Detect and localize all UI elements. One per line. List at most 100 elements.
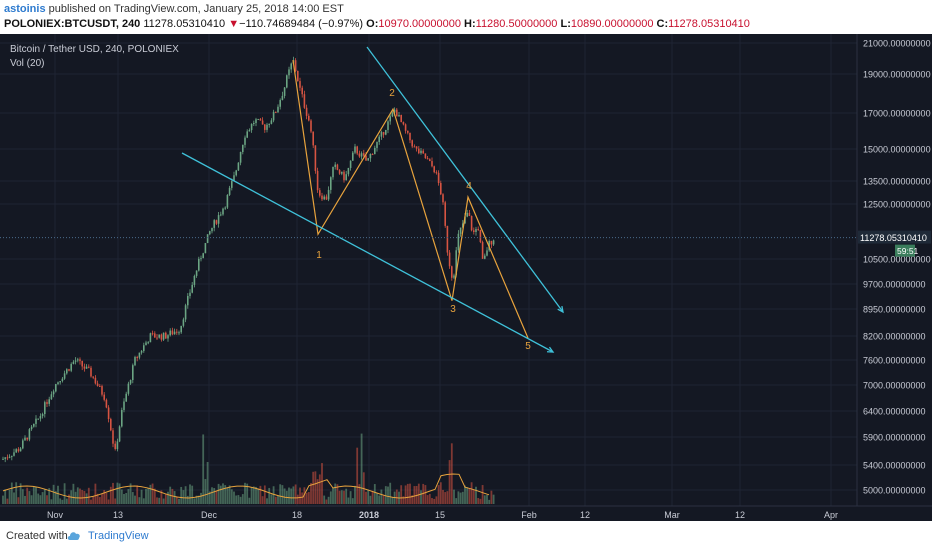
candle-body [420,150,422,154]
candle-body [261,120,264,125]
candle-body [275,111,277,113]
volume-bar [365,491,367,504]
candle-body [305,107,308,116]
volume-bar [213,488,216,504]
volume-bar [406,483,409,504]
volume-bar [175,496,178,504]
candle-body [376,142,378,148]
candle-body [297,71,299,82]
volume-bar [217,483,220,504]
close-label: C: [656,18,669,30]
tradingview-cloud-icon [67,532,80,540]
time-tick-label: Nov [47,510,64,520]
candle-body [250,123,253,131]
volume-bar [292,486,295,504]
low-label: L: [560,18,571,30]
author-link[interactable]: astoinis [4,3,46,15]
volume-bar [90,499,92,504]
candle-body [70,363,72,371]
candle-body [68,369,70,371]
candle-body [360,153,363,157]
volume-bar [246,483,249,504]
time-tick-label: 12 [580,510,590,520]
volume-bar [85,493,88,504]
candle-body [264,124,266,130]
candle-body [158,334,160,338]
candle-body [228,187,231,195]
volume-bar [107,499,110,504]
candle-body [288,69,290,76]
candle-body [46,402,48,404]
candle-body [169,330,171,336]
candle-body [338,169,341,174]
volume-bar [4,489,7,504]
volume-bar [404,485,407,504]
price-tick-label: 9700.00000000 [863,280,926,290]
volume-bar [318,474,321,504]
candle-body [52,391,55,395]
volume-bar [435,496,438,504]
candle-body [63,373,66,379]
volume-bar [384,486,387,504]
candle-body [259,118,262,121]
volume-bar [248,497,251,504]
price-tick-label: 8200.00000000 [863,332,926,342]
volume-bar [369,495,372,504]
volume-bar [411,495,414,504]
volume-bar [433,498,436,504]
candle-body [233,175,235,182]
candle-body [314,145,317,171]
volume-bar [50,499,53,504]
down-arrow-icon: ▼ [228,18,240,30]
lower-trendline [181,152,554,353]
candle-body [404,124,407,131]
volume-bar [464,485,466,504]
volume-bar [112,482,114,504]
volume-bar [79,488,81,504]
price-change: −110.74689484 (−0.97%) [239,18,364,30]
volume-bar [235,495,238,504]
volume-bar [457,491,460,504]
volume-bar [68,494,70,504]
volume-bar [151,483,154,504]
volume-bar [270,494,273,504]
volume-bar [98,497,101,504]
candle-body [435,172,438,174]
candle-body [94,377,97,384]
candle-body [477,228,479,231]
volume-bar [147,487,150,504]
candle-body [167,335,169,339]
candle-body [462,223,464,228]
candle-body [457,233,460,251]
candle-body [136,357,138,359]
volume-bar [26,487,29,504]
volume-bar [340,490,343,504]
candle-body [479,230,482,243]
volume-bar [61,499,64,504]
candle-body [396,109,398,117]
candle-body [459,227,462,234]
volume-bar [206,461,209,504]
candle-body [151,333,154,335]
price-tick-label: 8950.00000000 [863,305,926,315]
volume-bar [164,494,167,504]
candle-body [112,430,114,444]
high-label: H: [464,18,476,30]
candle-body [114,443,116,450]
current-price-label: 11278.05310410 [860,233,927,243]
price-chart[interactable]: 1234521000.0000000019000.0000000017000.0… [0,34,932,521]
volume-bar [261,496,264,504]
volume-bar [442,489,444,504]
volume-bar [202,434,205,504]
volume-bar [323,495,326,504]
candle-body [107,407,110,420]
volume-indicator-label[interactable]: Vol (20) [10,58,45,69]
chart-area[interactable]: 1 2 3 4 5 21000.00000000 19000.00000000 17000.0… [0,34,932,521]
last-price: 11278.05310410 [143,18,226,30]
volume-bar [389,482,392,504]
tradingview-link[interactable]: TradingView [88,530,149,542]
volume-bar [321,463,323,504]
candle-body [308,115,310,121]
candle-body [437,172,440,184]
candle-body [217,215,220,224]
